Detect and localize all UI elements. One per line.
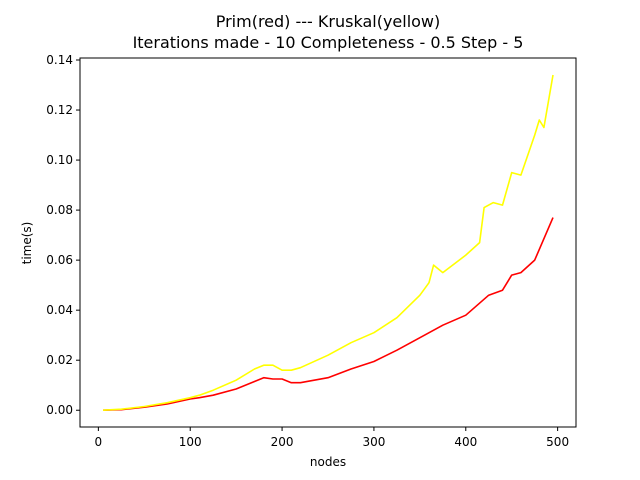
series-line-0 bbox=[102, 217, 554, 411]
series-line-1 bbox=[102, 74, 554, 411]
plot-series bbox=[102, 74, 554, 411]
y-axis-label: time(s) bbox=[20, 222, 34, 265]
y-tick-label: 0.10 bbox=[46, 153, 73, 167]
y-axis-ticks: 0.00 0.02 0.04 0.06 0.08 0.10 0.12 0.14 bbox=[46, 53, 80, 417]
chart-title-line1: Prim(red) --- Kruskal(yellow) bbox=[216, 12, 441, 31]
y-tick-label: 0.12 bbox=[46, 103, 73, 117]
x-tick-label: 100 bbox=[179, 435, 202, 449]
y-tick-label: 0.06 bbox=[46, 253, 73, 267]
x-tick-label: 500 bbox=[546, 435, 569, 449]
y-tick-label: 0.08 bbox=[46, 203, 73, 217]
y-tick-label: 0.02 bbox=[46, 353, 73, 367]
y-tick-label: 0.00 bbox=[46, 403, 73, 417]
x-tick-label: 200 bbox=[271, 435, 294, 449]
y-tick-label: 0.14 bbox=[46, 53, 73, 67]
plot-frame bbox=[79, 57, 577, 428]
x-axis-label: nodes bbox=[310, 455, 346, 469]
x-axis-ticks: 0 100 200 300 400 500 bbox=[95, 427, 569, 449]
x-tick-label: 0 bbox=[95, 435, 103, 449]
x-tick-label: 300 bbox=[362, 435, 385, 449]
chart-title-line2: Iterations made - 10 Completeness - 0.5 … bbox=[133, 33, 524, 52]
y-tick-label: 0.04 bbox=[46, 303, 73, 317]
x-tick-label: 400 bbox=[454, 435, 477, 449]
